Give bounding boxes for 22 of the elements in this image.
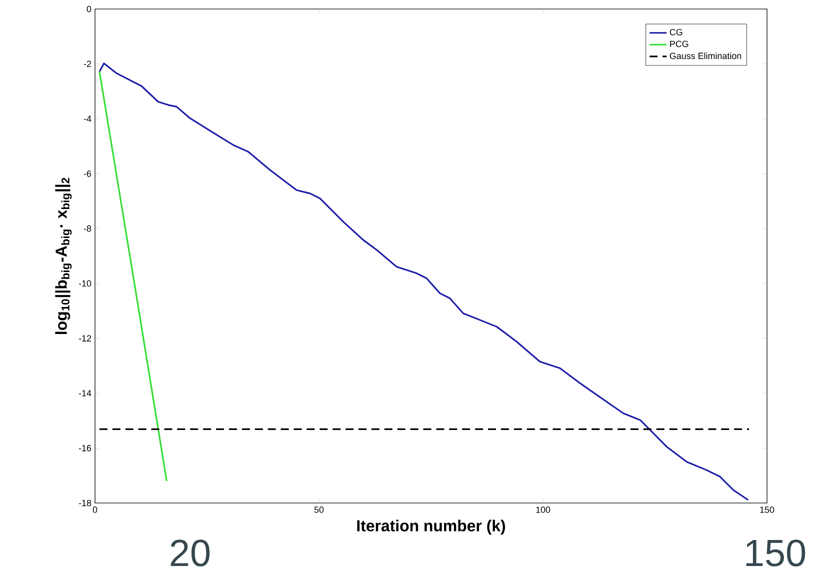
- x-axis-title: Iteration number (k): [357, 520, 506, 535]
- x-tick-label: 0: [92, 506, 98, 513]
- y-tick-label: -14: [78, 390, 92, 396]
- y-tick-label: -4: [84, 116, 92, 122]
- y-tick-label: -2: [84, 60, 92, 68]
- y-tick-label: -16: [78, 444, 92, 452]
- text: 20: [170, 540, 210, 566]
- legend-label: CG: [670, 28, 682, 36]
- y-tick-label: -10: [78, 280, 92, 287]
- y-tick-label: 0: [86, 6, 92, 12]
- line-series: [98, 62, 749, 501]
- legend-label: Gauss Elimination: [670, 52, 742, 60]
- x-tick-label: 50: [314, 506, 324, 513]
- y-tick-label: -8: [84, 225, 92, 232]
- x-tick-label: 100: [536, 506, 550, 513]
- text: 150: [746, 540, 806, 566]
- x-tick-label: 150: [760, 506, 774, 513]
- text: log$_{10}$||b$_{big}$-A$_{big}$· x$_{big}$||$_{2}$: [55, 178, 72, 334]
- y-tick-label: -6: [84, 170, 92, 177]
- legend-label: PCG: [670, 40, 688, 48]
- y-tick-label: -12: [78, 335, 92, 342]
- y-tick-label: -18: [78, 500, 92, 506]
